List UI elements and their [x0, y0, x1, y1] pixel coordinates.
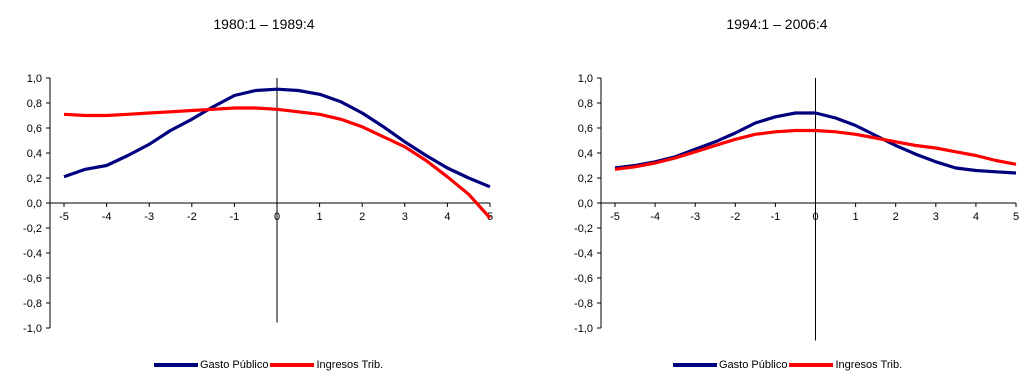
chart-title: 1994:1 – 2006:4 — [726, 16, 828, 32]
x-tick-label: 4 — [973, 211, 979, 223]
legend-swatch-gasto — [154, 363, 198, 367]
x-tick-label: -3 — [144, 211, 154, 223]
legend-label-gasto: Gasto Público — [200, 359, 269, 371]
y-tick-label: 0,0 — [27, 198, 42, 210]
x-tick-label: 1 — [317, 211, 323, 223]
legend-label-gasto: Gasto Público — [719, 359, 788, 371]
legend-label-ingresos: Ingresos Trib. — [316, 359, 384, 371]
legend-swatch-ingresos — [789, 363, 834, 367]
y-tick-label: -1,0 — [574, 323, 593, 335]
chart-title: 1980:1 – 1989:4 — [213, 16, 315, 32]
series-line-ingresos-trib — [63, 106, 492, 220]
y-tick-label: -0,4 — [574, 248, 593, 260]
line-chart-right: 1,0 0,8 0,6 0,4 0,2 0,0 -0,2 -0,4 -0,6 -0,8 -1,0 -5… — [574, 73, 1019, 341]
x-tick-label: -1 — [771, 211, 781, 223]
x-tick-label: -2 — [187, 211, 197, 223]
y-tick-label: 0,8 — [578, 98, 593, 110]
x-tick-label: -2 — [730, 211, 740, 223]
chart-panel-right: 1994:1 – 2006:4 1,0 0,8 0,6 0,4 0,2 0,0 -0,2 -0… — [513, 0, 1026, 377]
y-tick-label: 0,4 — [578, 148, 593, 160]
y-tick-label: -0,8 — [574, 298, 593, 310]
legend-item-gasto: Gasto Público — [673, 359, 787, 371]
legend-swatch-ingresos — [270, 363, 315, 367]
x-tick-label: 1 — [853, 211, 859, 223]
y-tick-label: 0,2 — [578, 173, 593, 185]
x-tick-label: -3 — [690, 211, 700, 223]
legend-label-ingresos: Ingresos Trib. — [835, 359, 903, 371]
x-tick-label: 2 — [359, 211, 365, 223]
x-tick-label: 3 — [933, 211, 939, 223]
legend: Gasto Público Ingresos Trib. — [673, 357, 904, 373]
x-tick-label: 4 — [444, 211, 450, 223]
y-tick-label: -0,8 — [23, 298, 42, 310]
line-chart-left: 1,0 0,8 0,6 0,4 0,2 0,0 -0,2 -0,4 -0,6 -0,8 -1,0 -5… — [23, 73, 493, 335]
series-line-ingresos-trib — [614, 128, 1017, 171]
y-tick-label: -1,0 — [23, 323, 42, 335]
x-tick-label: -4 — [102, 211, 112, 223]
y-tick-label: 1,0 — [27, 73, 42, 85]
y-tick-label: -0,2 — [574, 223, 593, 235]
y-tick-label: 0,6 — [27, 123, 42, 135]
y-tick-label: -0,4 — [23, 248, 42, 260]
x-tick-label: -1 — [230, 211, 240, 223]
x-tick-label: 2 — [893, 211, 899, 223]
y-tick-label: -0,6 — [574, 273, 593, 285]
y-tick-label: -0,2 — [23, 223, 42, 235]
x-tick-label: -4 — [650, 211, 660, 223]
legend-item-ingresos: Ingresos Trib. — [270, 359, 383, 371]
y-tick-label: 0,2 — [27, 173, 42, 185]
legend-item-ingresos: Ingresos Trib. — [789, 359, 902, 371]
chart-panel-left: 1980:1 – 1989:4 1,0 0,8 0,6 0,4 0,2 0,0 -0,2 -0… — [23, 16, 493, 373]
legend-item-gasto: Gasto Público — [154, 359, 268, 371]
x-tick-label: -5 — [59, 211, 69, 223]
y-tick-label: 0,6 — [578, 123, 593, 135]
y-tick-label: 0,4 — [27, 148, 42, 160]
y-tick-label: 1,0 — [578, 73, 593, 85]
x-tick-label: -5 — [610, 211, 620, 223]
x-tick-label: 5 — [1013, 211, 1019, 223]
y-tick-label: 0,0 — [578, 198, 593, 210]
x-tick-label: 3 — [402, 211, 408, 223]
y-tick-label: -0,6 — [23, 273, 42, 285]
legend-swatch-gasto — [673, 363, 717, 367]
series-line-gasto-publico — [63, 87, 491, 189]
y-tick-label: 0,8 — [27, 98, 42, 110]
legend: Gasto Público Ingresos Trib. — [154, 357, 385, 373]
